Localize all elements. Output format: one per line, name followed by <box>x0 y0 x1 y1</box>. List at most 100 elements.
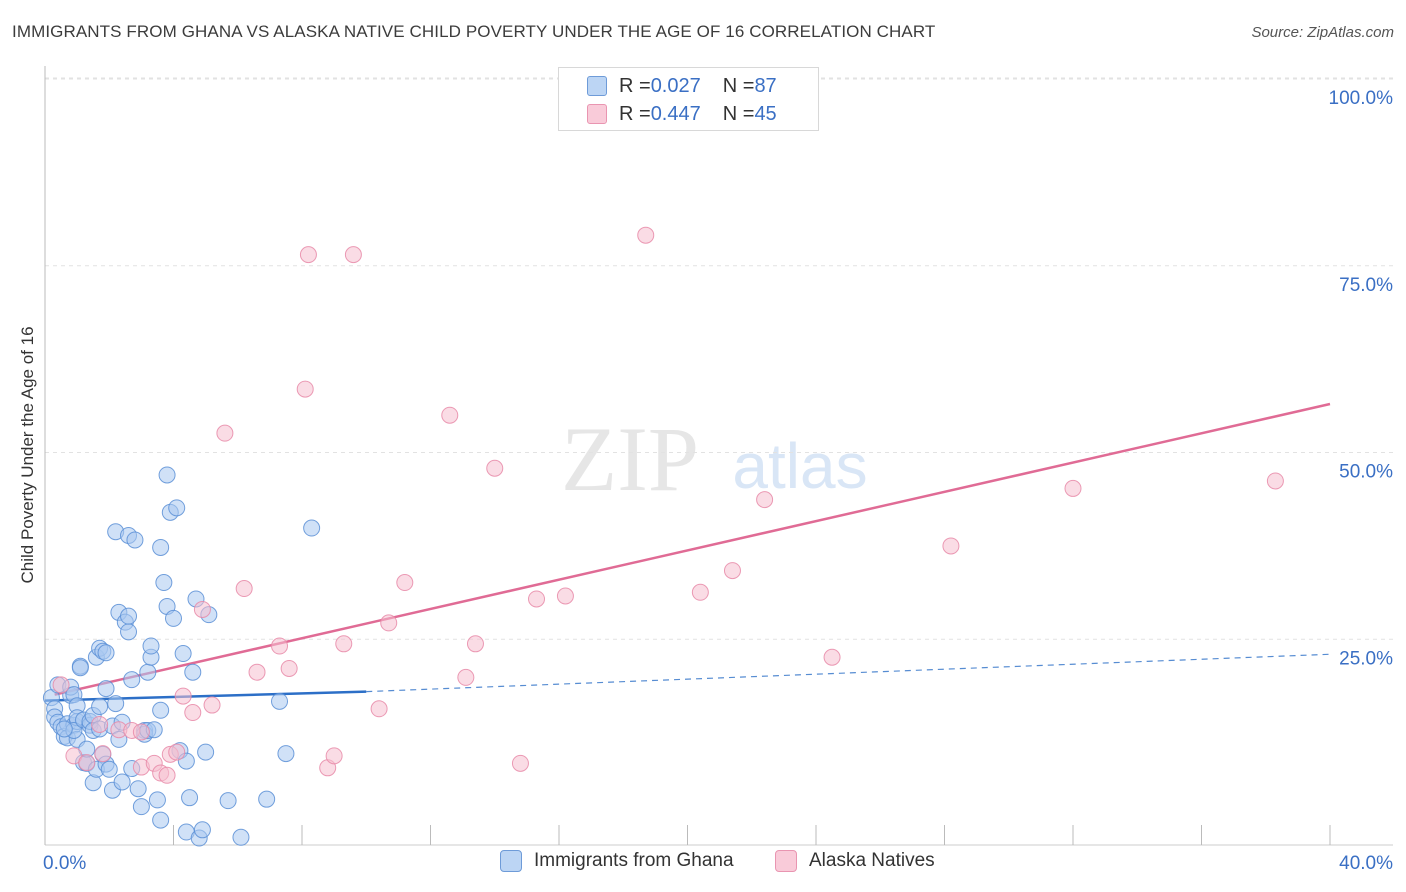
alaska-point <box>203 696 221 714</box>
y-tick-label: 75.0% <box>1339 275 1393 296</box>
alaska-point <box>335 635 353 653</box>
alaska-point <box>132 723 150 741</box>
x-tick-label: 40.0% <box>1339 853 1393 874</box>
blue-swatch <box>587 76 607 96</box>
alaska-point <box>174 687 192 705</box>
legend-item-ghana[interactable]: Immigrants from Ghana <box>500 850 734 872</box>
ghana-point <box>107 695 125 713</box>
alaska-point <box>216 424 234 442</box>
alaska-point <box>486 459 504 477</box>
ghana-point <box>120 623 138 641</box>
ghana-point <box>168 499 186 517</box>
ghana-point <box>277 745 295 763</box>
alaska-point <box>1064 479 1082 497</box>
legend-label: Alaska Natives <box>809 850 935 871</box>
ghana-trend-line <box>44 690 367 702</box>
alaska-point <box>296 380 314 398</box>
ghana-point <box>232 828 250 846</box>
watermark-atlas: atlas <box>732 430 867 502</box>
ghana-point <box>181 789 199 807</box>
alaska-point <box>691 583 709 601</box>
alaska-point <box>942 537 960 555</box>
ghana-point <box>155 574 173 592</box>
legend-item-alaska[interactable]: Alaska Natives <box>775 850 935 872</box>
series-legend: Immigrants from Ghana Alaska Natives <box>0 850 1406 880</box>
alaska-point <box>325 747 343 765</box>
ghana-point <box>184 663 202 681</box>
alaska-point <box>168 743 186 761</box>
correlation-legend: R = 0.027 N = 87 R = 0.447 N = 45 <box>558 67 819 131</box>
ghana-point <box>152 701 170 719</box>
ghana-point <box>271 692 289 710</box>
y-axis-label: Child Poverty Under the Age of 16 <box>18 326 37 584</box>
ghana-point <box>148 791 166 809</box>
alaska-point <box>235 580 253 598</box>
ghana-point <box>152 538 170 556</box>
alaska-point <box>370 700 388 718</box>
alaska-point <box>344 246 362 264</box>
ghana-point <box>71 659 89 677</box>
chart-title: IMMIGRANTS FROM GHANA VS ALASKA NATIVE C… <box>12 22 936 41</box>
ghana-point <box>197 743 215 761</box>
n-value: 45 <box>754 102 777 125</box>
ghana-point <box>165 609 182 627</box>
ghana-point <box>97 644 115 662</box>
alaska-point <box>396 574 414 592</box>
ghana-trend-extension <box>366 653 1331 693</box>
y-tick-label: 100.0% <box>1329 88 1394 109</box>
pink-swatch <box>587 104 607 124</box>
alaska-point <box>78 754 96 772</box>
ghana-point <box>142 637 160 655</box>
ghana-point <box>132 798 150 816</box>
r-value: 0.447 <box>650 102 701 125</box>
legend-label: Immigrants from Ghana <box>534 850 734 871</box>
ghana-point <box>158 466 176 484</box>
ghana-point <box>126 531 144 549</box>
n-value: 87 <box>754 74 777 97</box>
ghana-point <box>123 671 141 689</box>
x-tick-label: 0.0% <box>43 853 86 874</box>
alaska-trend-line <box>54 402 1331 696</box>
ghana-point <box>152 811 170 829</box>
ghana-point <box>303 519 321 537</box>
alaska-point <box>723 562 741 580</box>
ghana-point <box>219 792 237 810</box>
alaska-point <box>94 745 112 763</box>
alaska-point <box>466 635 484 653</box>
source-label: Source: ZipAtlas.com <box>1251 24 1394 41</box>
n-label: N = <box>722 74 755 97</box>
n-label: N = <box>722 102 755 125</box>
alaska-point <box>380 614 398 632</box>
alaska-point <box>823 648 841 666</box>
ghana-point <box>139 663 157 681</box>
blue-swatch <box>500 850 522 872</box>
alaska-point <box>556 587 574 605</box>
watermark-zip: ZIP <box>561 408 699 510</box>
ghana-point <box>113 773 131 791</box>
ghana-point <box>258 790 276 808</box>
ghana-point <box>120 607 138 625</box>
r-label: R = <box>619 102 651 125</box>
ghana-point <box>174 645 192 663</box>
alaska-point <box>158 766 176 784</box>
ghana-point <box>55 720 73 738</box>
pink-swatch <box>775 850 797 872</box>
legend-row-ghana: R = 0.027 N = 87 <box>587 74 777 98</box>
alaska-point <box>528 590 546 608</box>
alaska-point <box>280 659 298 677</box>
alaska-point <box>91 715 109 733</box>
ghana-point <box>91 698 109 716</box>
alaska-point <box>52 676 70 694</box>
alaska-point <box>193 600 211 618</box>
alaska-point <box>756 491 774 509</box>
y-tick-label: 50.0% <box>1339 462 1393 483</box>
alaska-point <box>1266 472 1284 490</box>
alaska-point <box>441 406 459 424</box>
alaska-point <box>511 754 529 772</box>
alaska-point <box>271 637 289 655</box>
ghana-point <box>193 821 211 839</box>
y-tick-label: 25.0% <box>1339 648 1393 669</box>
alaska-point <box>299 246 317 264</box>
alaska-point <box>457 668 475 686</box>
